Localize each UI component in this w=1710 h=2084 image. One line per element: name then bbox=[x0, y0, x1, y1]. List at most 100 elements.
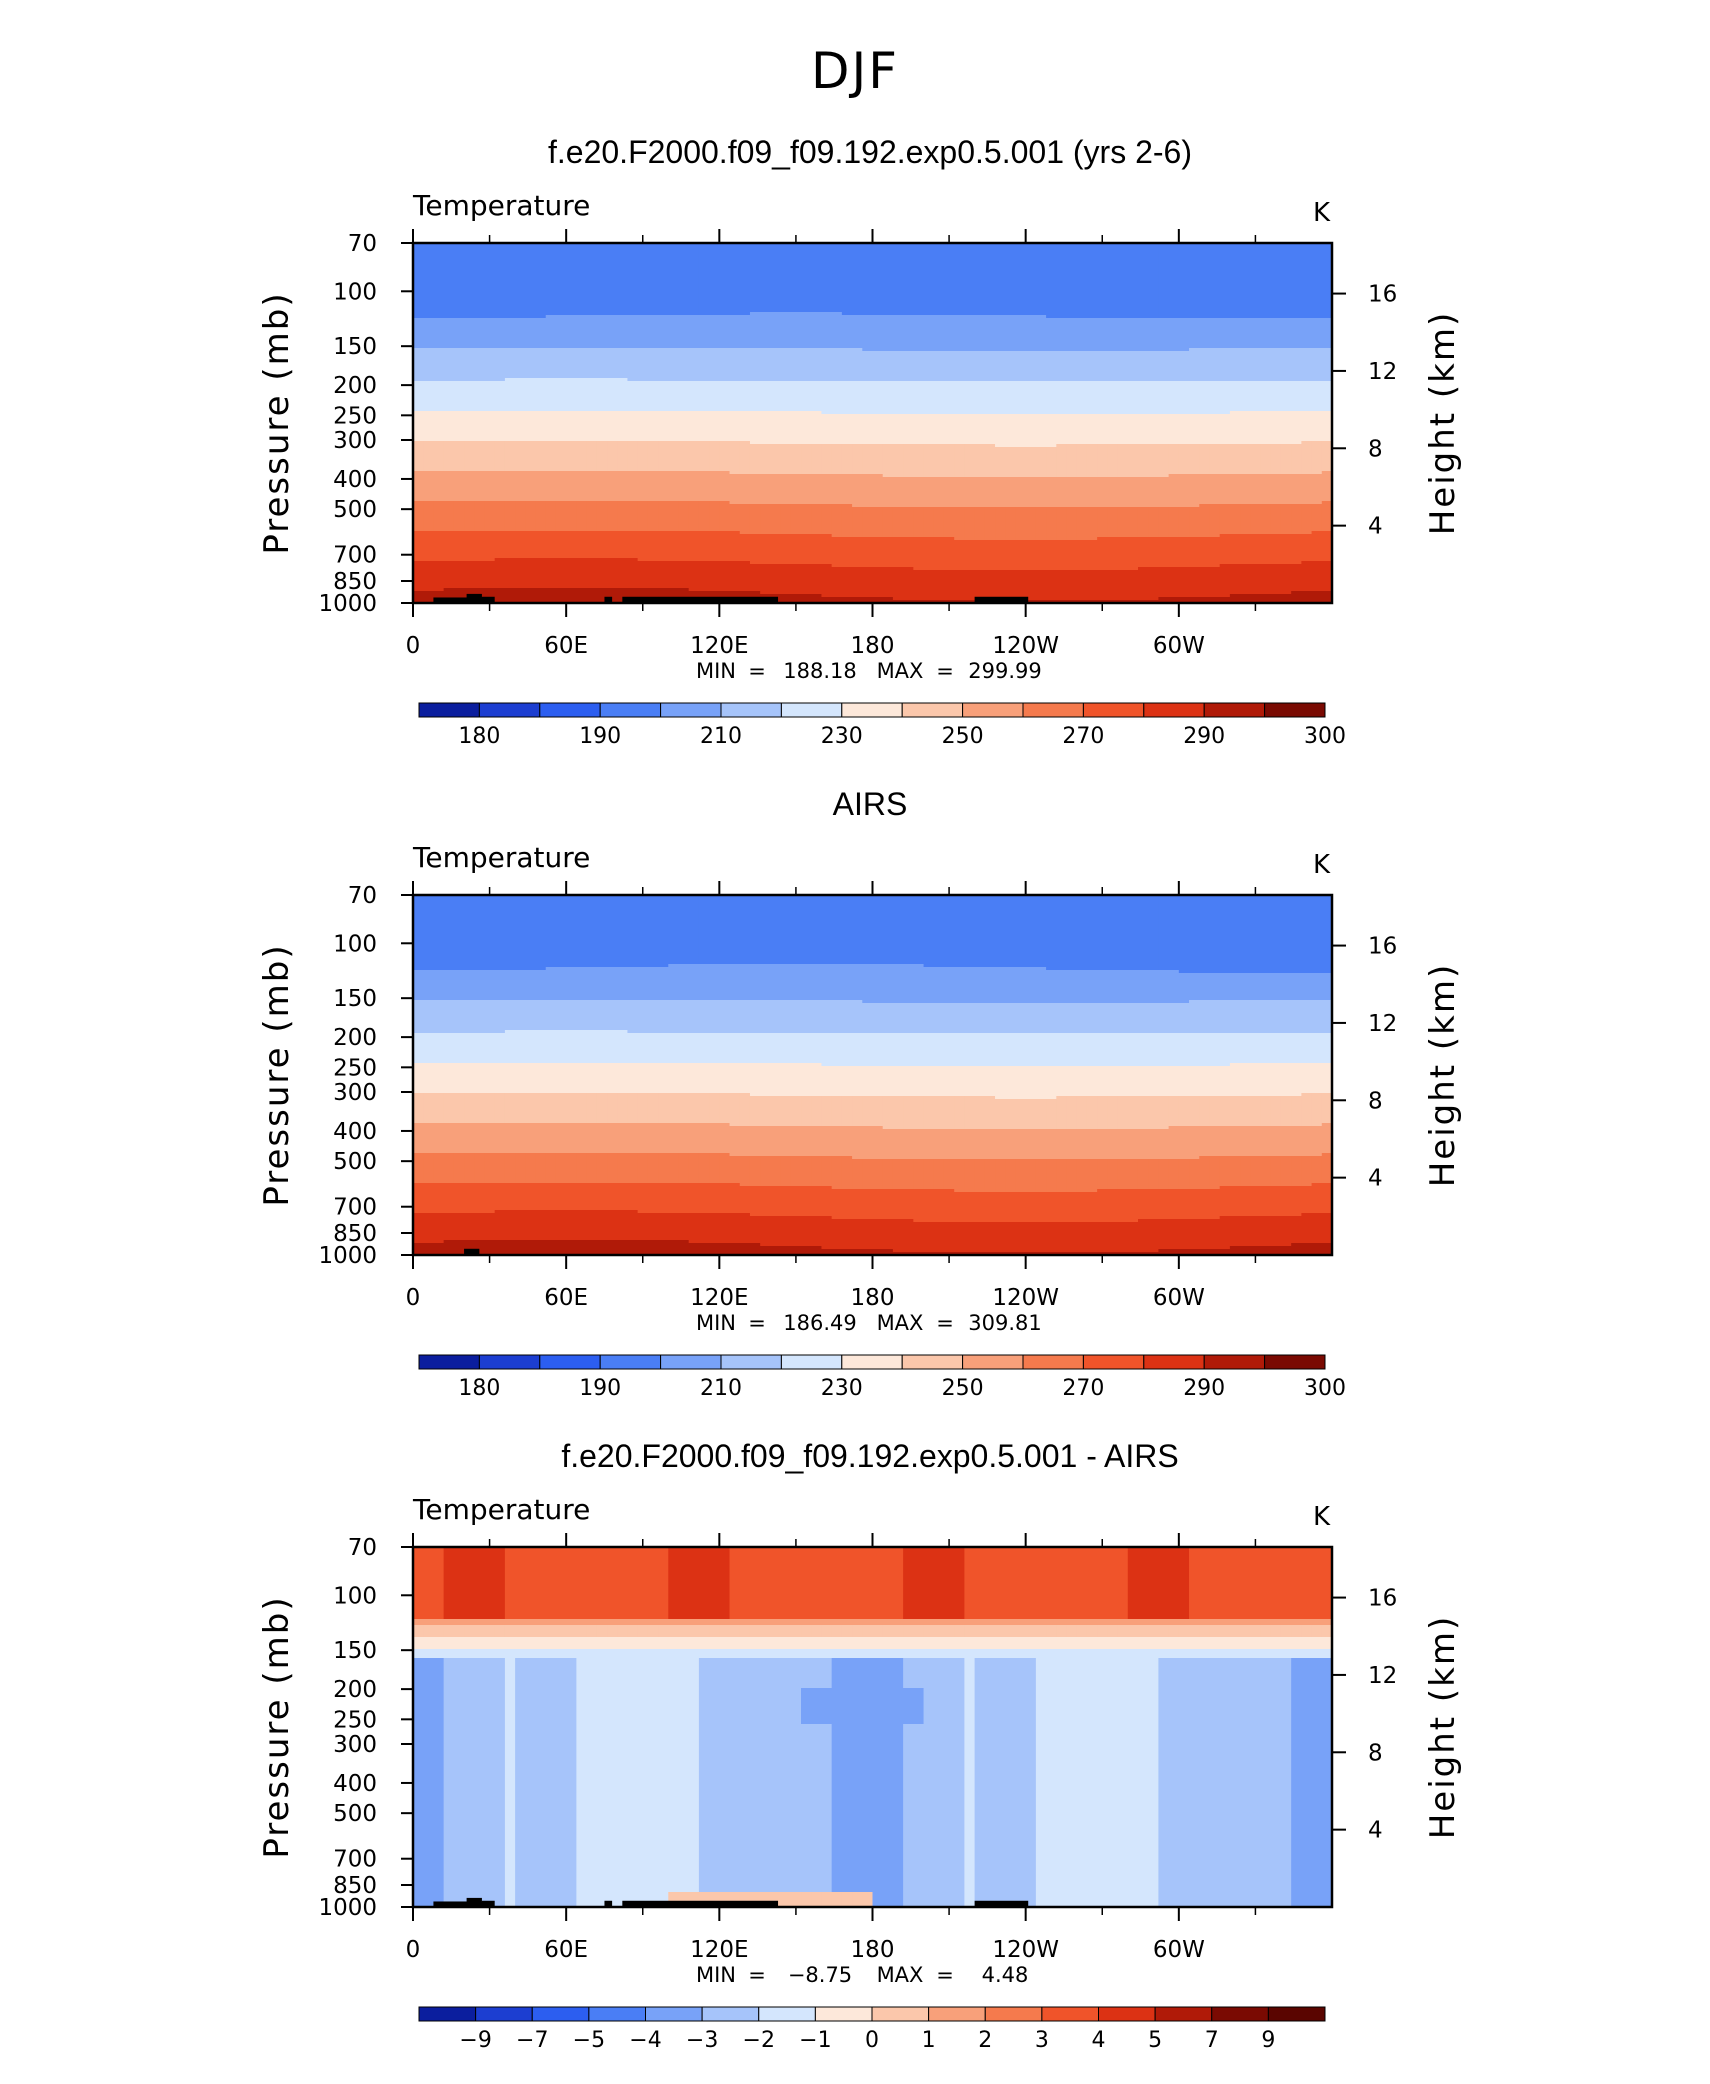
contour-cell bbox=[525, 327, 537, 331]
contour-cell bbox=[515, 348, 526, 352]
contour-cell bbox=[596, 297, 608, 301]
contour-cell bbox=[453, 258, 465, 262]
contour-cell bbox=[749, 345, 761, 349]
contour-cell bbox=[1178, 366, 1190, 370]
contour-cell bbox=[1097, 279, 1108, 283]
contour-cell bbox=[535, 360, 547, 364]
contour-cell bbox=[1097, 252, 1108, 256]
contour-cell bbox=[494, 342, 506, 346]
contour-cell bbox=[964, 243, 976, 247]
contour-cell bbox=[1076, 267, 1088, 271]
contour-cell bbox=[504, 279, 516, 283]
contour-cell bbox=[504, 249, 516, 253]
contour-cell bbox=[1280, 252, 1292, 256]
contour-cell bbox=[862, 333, 874, 337]
contour-cell bbox=[1240, 324, 1251, 328]
contour-cell bbox=[596, 384, 608, 388]
contour-cell bbox=[1066, 279, 1078, 283]
contour-cell bbox=[617, 249, 629, 253]
contour-cell bbox=[801, 330, 812, 334]
contour-cell bbox=[1086, 285, 1098, 289]
contour-cell bbox=[658, 354, 669, 358]
contour-cell bbox=[892, 276, 904, 280]
contour-cell bbox=[474, 294, 486, 298]
contour-cell bbox=[1209, 282, 1221, 286]
contour-cell bbox=[555, 363, 567, 367]
contour-cell bbox=[821, 351, 833, 355]
contour-cell bbox=[607, 330, 618, 334]
contour-cell bbox=[1046, 399, 1057, 403]
contour-cell bbox=[1311, 381, 1323, 385]
contour-cell bbox=[515, 399, 526, 403]
contour-cell bbox=[984, 345, 996, 349]
contour-cell bbox=[1199, 285, 1211, 289]
contour-cell bbox=[841, 360, 853, 364]
contour-cell bbox=[1097, 327, 1108, 331]
contour-cell bbox=[627, 276, 639, 280]
contour-cell bbox=[1189, 255, 1200, 259]
contour-cell bbox=[525, 339, 537, 343]
contour-cell bbox=[637, 282, 649, 286]
contour-cell bbox=[1137, 354, 1149, 358]
contour-cell bbox=[1280, 405, 1292, 409]
contour-cell bbox=[586, 372, 598, 376]
contour-cell bbox=[739, 270, 751, 274]
contour-cell bbox=[1066, 360, 1078, 364]
contour-cell bbox=[1137, 390, 1149, 394]
contour-cell bbox=[1117, 255, 1129, 259]
contour-cell bbox=[474, 351, 486, 355]
contour-cell bbox=[1291, 384, 1302, 388]
contour-cell bbox=[821, 327, 833, 331]
contour-cell bbox=[1107, 402, 1119, 406]
contour-cell bbox=[668, 276, 680, 280]
contour-cell bbox=[1076, 345, 1088, 349]
contour-cell bbox=[1199, 336, 1211, 340]
contour-cell bbox=[637, 354, 649, 358]
contour-cell bbox=[413, 255, 424, 259]
contour-cell bbox=[698, 408, 710, 412]
contour-cell bbox=[933, 393, 945, 397]
contour-cell bbox=[453, 279, 465, 283]
contour-cell bbox=[1311, 309, 1323, 313]
contour-cell bbox=[841, 300, 853, 304]
contour-cell bbox=[433, 339, 445, 343]
contour-cell bbox=[1321, 399, 1333, 403]
contour-cell bbox=[1148, 381, 1160, 385]
contour-cell bbox=[1066, 309, 1078, 313]
contour-cell bbox=[943, 306, 955, 310]
contour-cell bbox=[647, 387, 659, 391]
contour-cell bbox=[749, 324, 761, 328]
contour-cell bbox=[668, 339, 680, 343]
contour-cell bbox=[882, 297, 894, 301]
contour-cell bbox=[1250, 315, 1262, 319]
contour-cell bbox=[770, 372, 782, 376]
contour-cell bbox=[443, 285, 455, 289]
contour-cell bbox=[882, 342, 894, 346]
contour-cell bbox=[1066, 306, 1078, 310]
contour-cell bbox=[494, 372, 506, 376]
contour-cell bbox=[433, 309, 445, 313]
contour-cell bbox=[760, 261, 771, 265]
contour-cell bbox=[933, 309, 945, 313]
contour-cell bbox=[974, 255, 986, 259]
contour-cell bbox=[1178, 381, 1190, 385]
contour-cell bbox=[1260, 333, 1272, 337]
contour-cell bbox=[852, 294, 863, 298]
contour-cell bbox=[688, 306, 700, 310]
contour-cell bbox=[1260, 378, 1272, 382]
contour-cell bbox=[1229, 303, 1241, 307]
contour-cell bbox=[566, 381, 577, 385]
contour-cell bbox=[719, 285, 731, 289]
contour-cell bbox=[1066, 261, 1078, 265]
contour-cell bbox=[586, 294, 598, 298]
contour-cell bbox=[1240, 261, 1251, 265]
contour-cell bbox=[535, 282, 547, 286]
contour-cell bbox=[647, 315, 659, 319]
contour-cell bbox=[1209, 294, 1221, 298]
contour-cell bbox=[1301, 378, 1313, 382]
contour-cell bbox=[995, 312, 1006, 316]
contour-cell bbox=[1117, 267, 1129, 271]
contour-cell bbox=[484, 315, 496, 319]
contour-cell bbox=[1189, 258, 1200, 262]
contour-cell bbox=[954, 354, 965, 358]
